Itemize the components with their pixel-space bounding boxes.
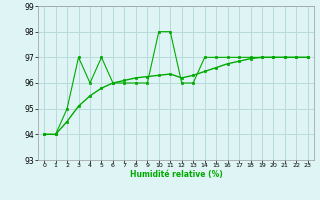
- X-axis label: Humidité relative (%): Humidité relative (%): [130, 170, 222, 179]
